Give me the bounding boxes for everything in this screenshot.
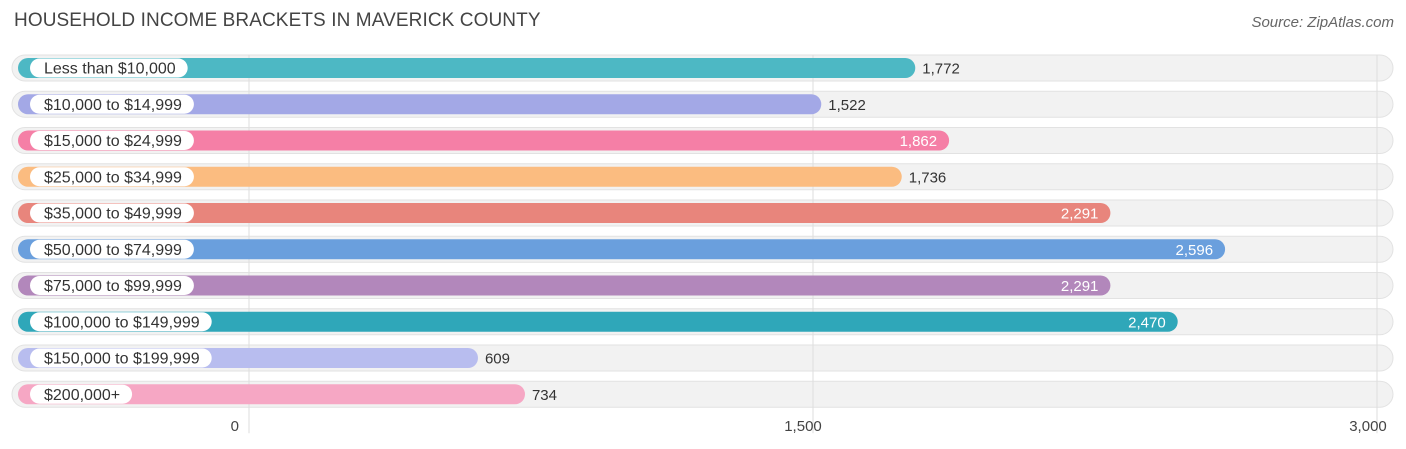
category-label: $50,000 to $74,999 — [44, 242, 182, 259]
category-label: $150,000 to $199,999 — [44, 351, 200, 368]
category-pill — [30, 58, 188, 78]
chart-source: Source: ZipAtlas.com — [1251, 14, 1394, 31]
category-label: $10,000 to $14,999 — [44, 97, 182, 114]
category-label: $200,000+ — [44, 387, 120, 404]
bar — [18, 166, 902, 187]
category-label: $35,000 to $49,999 — [44, 206, 182, 223]
value-label: 1,736 — [909, 169, 947, 186]
bar — [18, 275, 1111, 296]
bar — [18, 203, 1111, 223]
x-tick-label: 3,000 — [1349, 418, 1387, 435]
x-tick-label: 0 — [231, 418, 239, 435]
category-pill — [30, 239, 194, 259]
value-label: 1,862 — [900, 133, 938, 150]
value-label: 1,772 — [922, 61, 960, 78]
category-pill — [30, 203, 194, 223]
category-label: $15,000 to $24,999 — [44, 133, 182, 150]
category-label: $25,000 to $34,999 — [44, 169, 182, 186]
category-pill — [30, 276, 194, 295]
value-label: 609 — [485, 351, 510, 368]
value-label: 734 — [532, 387, 557, 404]
category-label: Less than $10,000 — [44, 61, 176, 78]
bar — [18, 311, 1178, 332]
value-label: 2,470 — [1128, 314, 1166, 331]
value-label: 2,596 — [1176, 242, 1214, 259]
category-label: $75,000 to $99,999 — [44, 278, 182, 295]
value-label: 2,291 — [1061, 278, 1099, 295]
bar — [18, 94, 822, 115]
category-label: $100,000 to $149,999 — [44, 314, 200, 331]
bar — [18, 58, 916, 78]
x-tick-label: 1,500 — [784, 418, 822, 435]
bar — [18, 384, 525, 405]
bar — [18, 130, 950, 151]
category-pill — [30, 131, 194, 150]
value-label: 1,522 — [828, 97, 866, 114]
value-label: 2,291 — [1061, 206, 1099, 223]
category-pill — [30, 94, 194, 114]
bar — [18, 239, 1226, 260]
category-pill — [30, 348, 212, 368]
chart-title: HOUSEHOLD INCOME BRACKETS IN MAVERICK CO… — [14, 10, 541, 31]
category-pill — [30, 312, 212, 332]
category-pill — [30, 167, 194, 187]
category-pill — [30, 384, 133, 404]
